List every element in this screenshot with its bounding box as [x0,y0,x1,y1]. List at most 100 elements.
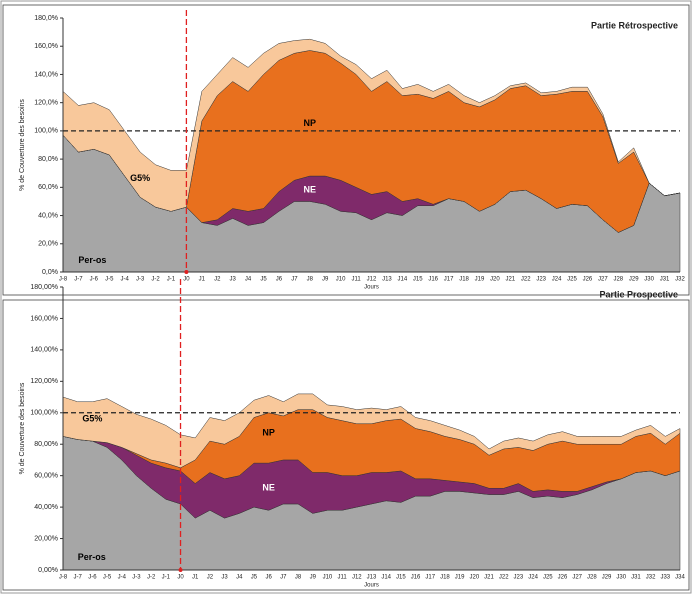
x-tick-label: J21 [484,575,494,581]
y-tick-label: 20,0% [38,241,58,248]
y-tick-label: 20,00% [34,535,58,542]
x-tick-label: J31 [660,277,670,283]
area-label: G5% [82,413,102,423]
x-tick-label: J0 [183,277,190,283]
x-tick-label: J27 [598,277,608,283]
x-tick-label: J-1 [167,277,176,283]
x-tick-label: J17 [444,277,454,283]
x-tick-label: J8 [307,277,314,283]
x-tick-label: J25 [567,277,577,283]
x-tick-label: J12 [367,277,377,283]
area-label: NE [262,483,275,493]
x-tick-label: J16 [428,277,438,283]
y-tick-label: 120,0% [34,100,58,107]
x-tick-label: J-7 [74,575,83,581]
x-tick-label: J14 [398,277,408,283]
chart-title: Partie Prospective [599,289,678,299]
x-tick-label: J-6 [88,575,97,581]
x-tick-label: J12 [352,575,362,581]
x-tick-label: J3 [221,575,228,581]
x-tick-label: J14 [381,575,391,581]
y-tick-label: 180,0% [34,15,58,22]
x-tick-label: J5 [260,277,267,283]
x-tick-label: J19 [455,575,465,581]
x-tick-label: J6 [265,575,272,581]
x-tick-label: J22 [521,277,531,283]
y-tick-label: 40,00% [34,504,58,511]
x-tick-label: J29 [629,277,639,283]
x-tick-label: J10 [323,575,333,581]
x-tick-label: J-8 [59,277,68,283]
x-tick-label: J30 [644,277,654,283]
x-tick-label: J34 [675,575,685,581]
x-tick-label: J33 [660,575,670,581]
x-tick-label: J1 [192,575,199,581]
y-tick-label: 160,0% [34,43,58,50]
x-tick-label: J8 [295,575,302,581]
area-label: NP [262,428,275,438]
y-tick-label: 100,00% [30,410,58,417]
x-tick-label: J19 [475,277,485,283]
area-label: Per-os [78,255,106,265]
x-tick-label: J3 [230,277,237,283]
x-tick-label: J29 [602,575,612,581]
x-tick-label: J4 [236,575,243,581]
x-tick-label: J1 [199,277,206,283]
x-tick-label: J5 [251,575,258,581]
y-tick-label: 0,00% [38,567,58,574]
x-tick-label: J23 [536,277,546,283]
x-tick-label: J27 [572,575,582,581]
x-tick-label: J-4 [121,277,130,283]
y-axis-label: % de Couverture des besoins [19,382,26,474]
x-tick-label: J31 [631,575,641,581]
chart-title: Partie Rétrospective [591,20,678,30]
area-label: NP [304,118,317,128]
x-tick-label: J18 [459,277,469,283]
x-tick-label: J-7 [74,277,83,283]
x-tick-label: J11 [338,575,348,581]
x-tick-label: J32 [646,575,656,581]
x-tick-label: J28 [613,277,623,283]
y-tick-label: 180,00% [30,284,58,291]
y-tick-label: 140,0% [34,71,58,78]
x-tick-label: J-4 [118,575,127,581]
y-tick-label: 160,00% [30,315,58,322]
x-tick-label: J22 [499,575,509,581]
x-tick-label: J-5 [103,575,112,581]
x-tick-label: J20 [469,575,479,581]
x-tick-label: J-8 [59,575,68,581]
x-tick-label: J-5 [105,277,114,283]
x-tick-label: J0 [177,575,184,581]
x-tick-label: J7 [280,575,287,581]
y-tick-label: 100,0% [34,128,58,135]
marker-dot [178,568,183,572]
y-axis-label: % de Couverture des besoins [19,99,26,191]
area-label: G5% [130,173,150,183]
x-tick-label: J9 [310,575,317,581]
x-tick-label: J18 [440,575,450,581]
x-tick-label: J4 [245,277,252,283]
x-tick-label: J-6 [90,277,99,283]
x-tick-label: J16 [411,575,421,581]
x-tick-label: J30 [616,575,626,581]
x-tick-label: J15 [396,575,406,581]
y-tick-label: 140,00% [30,347,58,354]
x-tick-label: J32 [675,277,685,283]
x-tick-label: J2 [214,277,221,283]
x-tick-label: J10 [336,277,346,283]
x-tick-label: J-1 [162,575,171,581]
y-tick-label: 60,00% [34,473,58,480]
y-tick-label: 60,0% [38,184,58,191]
x-tick-label: J28 [587,575,597,581]
x-tick-label: J-2 [151,277,160,283]
area [62,393,681,469]
area-label: NE [304,185,317,195]
x-tick-label: J2 [207,575,214,581]
x-axis-label: Jours [364,583,379,589]
x-axis-label: Jours [364,285,379,291]
area [62,38,681,212]
x-tick-label: J20 [490,277,500,283]
y-tick-label: 80,00% [34,441,58,448]
x-tick-label: J-3 [136,277,145,283]
